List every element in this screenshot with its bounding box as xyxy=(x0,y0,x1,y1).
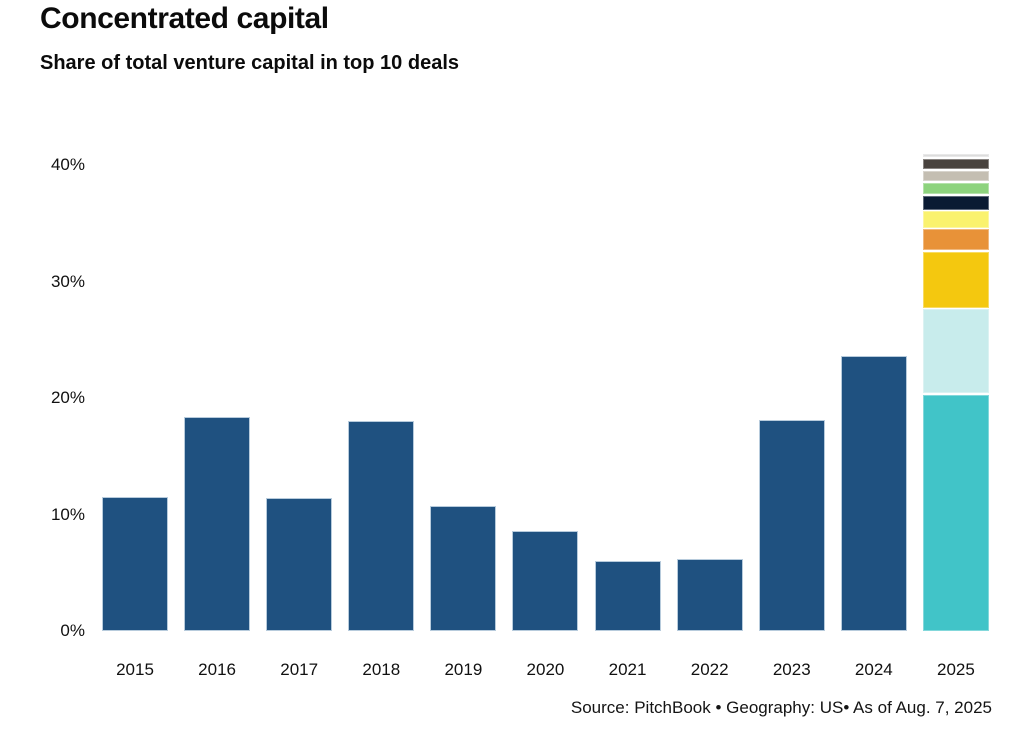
bar-slot-2022 xyxy=(676,558,743,631)
bar-slot-2021 xyxy=(594,561,661,631)
x-tick-label-2022: 2022 xyxy=(690,660,729,679)
bar-2015 xyxy=(102,497,168,631)
bar-2018 xyxy=(348,421,415,631)
y-axis: 0% 10% 20% 30% 40% xyxy=(0,140,85,640)
x-tick-label-2019: 2019 xyxy=(444,660,483,679)
bar-slot-2019 xyxy=(430,506,497,631)
x-tick-label-2024: 2024 xyxy=(854,660,893,679)
bar-slot-2020 xyxy=(512,530,579,631)
bar-2024 xyxy=(840,356,907,631)
bar-2021 xyxy=(594,561,661,631)
bar-slot-2023 xyxy=(758,420,825,631)
bar-2016 xyxy=(184,416,251,631)
bar-slot-2017 xyxy=(266,498,333,631)
y-tick-label: 30% xyxy=(50,271,85,291)
x-tick-label-2020: 2020 xyxy=(526,660,565,679)
stack-segment-rank-5 xyxy=(922,211,989,228)
bar-2022 xyxy=(676,558,743,631)
stack-segment-rank-8 xyxy=(922,170,989,182)
y-tick-label: 10% xyxy=(50,504,85,524)
y-tick-label: 20% xyxy=(50,388,85,407)
y-tick-label: 40% xyxy=(50,155,85,174)
bar-slot-2025 xyxy=(922,153,989,631)
stack-segment-rank-10 xyxy=(922,153,989,158)
source-note: Source: PitchBook • Geography: US• As of… xyxy=(570,698,992,717)
stacked-bar-2025 xyxy=(922,153,989,631)
x-tick-label-2018: 2018 xyxy=(362,660,401,679)
chart-title: Concentrated capital xyxy=(40,2,329,35)
x-tick-label-2017: 2017 xyxy=(280,660,319,679)
stack-segment-rank-3 xyxy=(922,251,989,308)
stack-segment-rank-7 xyxy=(922,182,989,195)
bar-2017 xyxy=(266,498,333,631)
stack-segment-rank-1 xyxy=(922,394,989,631)
bar-slot-2018 xyxy=(348,421,415,631)
x-tick-label-2016: 2016 xyxy=(198,660,236,679)
y-tick-label: 0% xyxy=(60,621,85,640)
bar-slot-2016 xyxy=(184,416,251,631)
x-tick-label-2025: 2025 xyxy=(937,660,975,679)
stack-segment-rank-9 xyxy=(922,158,989,170)
x-axis: 2015 2016 2017 2018 2019 2020 2021 2022 2023 2024… xyxy=(102,660,989,680)
bar-slot-2015 xyxy=(102,497,168,631)
bar-2019 xyxy=(430,506,497,631)
stack-segment-rank-4 xyxy=(922,229,989,251)
plot-area xyxy=(102,140,989,631)
x-tick-label-2021: 2021 xyxy=(608,660,647,679)
bar-2020 xyxy=(512,530,579,631)
x-tick-label-2023: 2023 xyxy=(772,660,811,679)
bar-slot-2024 xyxy=(840,356,907,631)
x-tick-label-2015: 2015 xyxy=(116,660,154,679)
stack-segment-rank-6 xyxy=(922,195,989,210)
stack-segment-rank-2 xyxy=(922,309,989,393)
chart-subtitle: Share of total venture capital in top 10… xyxy=(40,52,459,74)
bar-2023 xyxy=(758,420,825,631)
